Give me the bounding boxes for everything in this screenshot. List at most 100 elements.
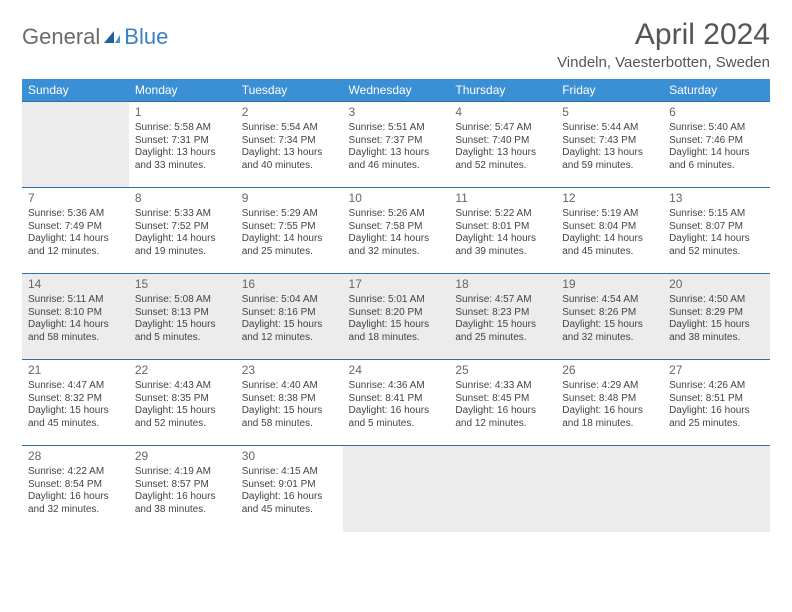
day-number: 25 [455,363,550,378]
day-info-line: Daylight: 14 hours [455,233,550,246]
day-info-line: Daylight: 15 hours [242,405,337,418]
calendar-day-cell: 22Sunrise: 4:43 AMSunset: 8:35 PMDayligh… [129,360,236,446]
day-info-line: and 40 minutes. [242,160,337,173]
day-info-line: Sunset: 7:52 PM [135,221,230,234]
weekday-header: Wednesday [343,79,450,102]
day-number: 9 [242,191,337,206]
day-info-line: Sunrise: 4:29 AM [562,380,657,393]
day-info-line: Sunrise: 5:08 AM [135,294,230,307]
calendar-table: SundayMondayTuesdayWednesdayThursdayFrid… [22,79,770,532]
calendar-day-cell: 18Sunrise: 4:57 AMSunset: 8:23 PMDayligh… [449,274,556,360]
day-info-line: Sunrise: 5:58 AM [135,122,230,135]
day-info-line: Sunrise: 4:15 AM [242,466,337,479]
day-number: 22 [135,363,230,378]
day-info-line: Sunset: 8:20 PM [349,307,444,320]
day-info-line: and 38 minutes. [669,332,764,345]
day-info-line: and 45 minutes. [242,504,337,517]
day-info-line: Sunset: 8:35 PM [135,393,230,406]
day-info-line: Daylight: 14 hours [669,147,764,160]
day-info-line: Daylight: 16 hours [349,405,444,418]
weekday-header: Saturday [663,79,770,102]
logo-text-general: General [22,24,100,50]
calendar-day-cell: 17Sunrise: 5:01 AMSunset: 8:20 PMDayligh… [343,274,450,360]
day-info-line: and 45 minutes. [28,418,123,431]
day-info-line: Daylight: 15 hours [455,319,550,332]
day-number: 4 [455,105,550,120]
calendar-day-cell: 6 Sunrise: 5:40 AMSunset: 7:46 PMDaylight… [663,102,770,188]
day-info-line: Daylight: 14 hours [135,233,230,246]
day-number: 1 [135,105,230,120]
day-info-line: Sunrise: 4:22 AM [28,466,123,479]
day-info-line: Daylight: 16 hours [135,491,230,504]
calendar-day-cell: 16Sunrise: 5:04 AMSunset: 8:16 PMDayligh… [236,274,343,360]
day-info-line: and 32 minutes. [28,504,123,517]
day-number: 10 [349,191,444,206]
day-info-line: Sunrise: 5:54 AM [242,122,337,135]
day-number: 24 [349,363,444,378]
calendar-day-cell: 25Sunrise: 4:33 AMSunset: 8:45 PMDayligh… [449,360,556,446]
month-title: April 2024 [557,18,770,52]
calendar-day-cell: 21Sunrise: 4:47 AMSunset: 8:32 PMDayligh… [22,360,129,446]
day-info-line: and 58 minutes. [242,418,337,431]
day-info-line: Daylight: 14 hours [28,233,123,246]
day-number: 13 [669,191,764,206]
calendar-day-cell [449,446,556,532]
day-info-line: Sunset: 8:51 PM [669,393,764,406]
day-info-line: Sunset: 7:37 PM [349,135,444,148]
day-info-line: Daylight: 16 hours [242,491,337,504]
day-info-line: Daylight: 14 hours [242,233,337,246]
weekday-header: Sunday [22,79,129,102]
calendar-day-cell: 5Sunrise: 5:44 AMSunset: 7:43 PMDaylight… [556,102,663,188]
day-info-line: and 46 minutes. [349,160,444,173]
day-info-line: Daylight: 16 hours [562,405,657,418]
day-info-line: and 12 minutes. [455,418,550,431]
day-info-line: Sunrise: 5:29 AM [242,208,337,221]
day-info-line: Sunset: 7:58 PM [349,221,444,234]
day-info-line: Sunset: 8:23 PM [455,307,550,320]
day-info-line: and 25 minutes. [455,332,550,345]
calendar-day-cell: 27Sunrise: 4:26 AMSunset: 8:51 PMDayligh… [663,360,770,446]
day-info-line: Sunset: 7:55 PM [242,221,337,234]
day-info-line: Daylight: 14 hours [669,233,764,246]
calendar-day-cell: 15Sunrise: 5:08 AMSunset: 8:13 PMDayligh… [129,274,236,360]
weekday-header: Thursday [449,79,556,102]
day-info-line: Daylight: 15 hours [669,319,764,332]
day-info-line: Sunset: 9:01 PM [242,479,337,492]
day-number: 30 [242,449,337,464]
calendar-week-row: 1Sunrise: 5:58 AMSunset: 7:31 PMDaylight… [22,102,770,188]
day-info-line: Daylight: 16 hours [28,491,123,504]
calendar-header-row: SundayMondayTuesdayWednesdayThursdayFrid… [22,79,770,102]
day-info-line: and 12 minutes. [28,246,123,259]
calendar-day-cell: 13Sunrise: 5:15 AMSunset: 8:07 PMDayligh… [663,188,770,274]
day-info-line: Sunset: 8:01 PM [455,221,550,234]
day-number: 6 [669,105,764,120]
day-info-line: Sunrise: 4:50 AM [669,294,764,307]
day-info-line: Sunrise: 4:36 AM [349,380,444,393]
day-number: 14 [28,277,123,292]
day-info-line: Sunrise: 5:40 AM [669,122,764,135]
calendar-day-cell: 9 Sunrise: 5:29 AMSunset: 7:55 PMDaylight… [236,188,343,274]
day-number: 17 [349,277,444,292]
day-info-line: Daylight: 13 hours [135,147,230,160]
calendar-week-row: 7Sunrise: 5:36 AMSunset: 7:49 PMDaylight… [22,188,770,274]
calendar-day-cell: 1Sunrise: 5:58 AMSunset: 7:31 PMDaylight… [129,102,236,188]
location-text: Vindeln, Vaesterbotten, Sweden [557,54,770,71]
day-info-line: Sunrise: 5:15 AM [669,208,764,221]
calendar-day-cell: 11Sunrise: 5:22 AMSunset: 8:01 PMDayligh… [449,188,556,274]
day-info-line: Sunset: 7:46 PM [669,135,764,148]
page-header: General Blue April 2024 Vindeln, Vaester… [22,18,770,71]
day-number: 15 [135,277,230,292]
day-info-line: and 12 minutes. [242,332,337,345]
day-info-line: Sunset: 8:57 PM [135,479,230,492]
calendar-day-cell: 14Sunrise: 5:11 AMSunset: 8:10 PMDayligh… [22,274,129,360]
day-info-line: and 5 minutes. [135,332,230,345]
day-info-line: Daylight: 14 hours [349,233,444,246]
day-info-line: Daylight: 15 hours [135,405,230,418]
calendar-day-cell: 8Sunrise: 5:33 AMSunset: 7:52 PMDaylight… [129,188,236,274]
calendar-day-cell: 7Sunrise: 5:36 AMSunset: 7:49 PMDaylight… [22,188,129,274]
calendar-day-cell: 10Sunrise: 5:26 AMSunset: 7:58 PMDayligh… [343,188,450,274]
calendar-day-cell: 19Sunrise: 4:54 AMSunset: 8:26 PMDayligh… [556,274,663,360]
day-info-line: Sunrise: 5:36 AM [28,208,123,221]
weekday-header: Friday [556,79,663,102]
day-info-line: Sunset: 8:04 PM [562,221,657,234]
